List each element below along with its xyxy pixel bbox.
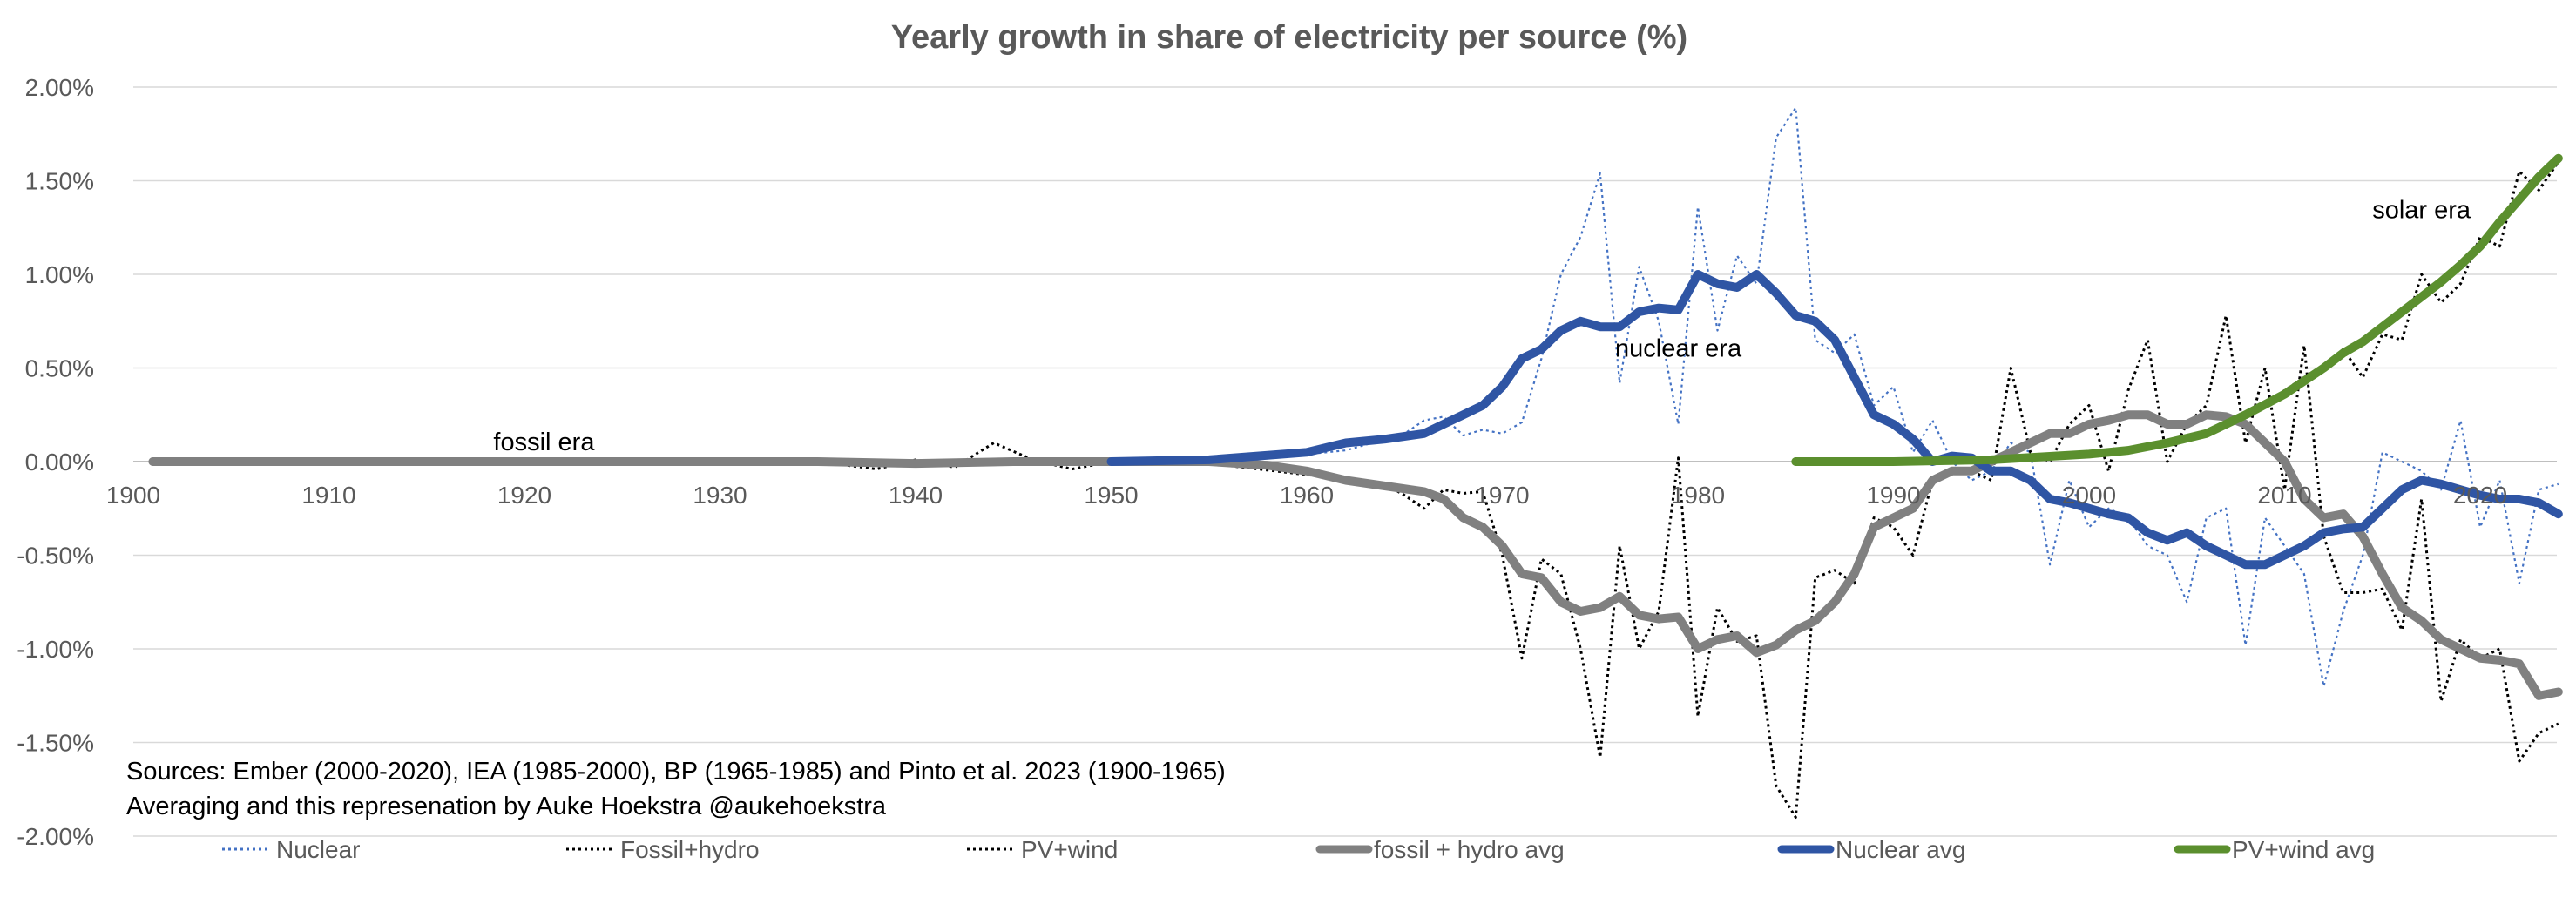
y-tick-label: 1.00% [25,261,94,288]
x-tick-label: 1970 [1475,482,1529,509]
legend-label: Fossil+hydro [620,836,760,863]
x-tick-label: 1920 [497,482,551,509]
x-tick-label: 1900 [106,482,160,509]
x-tick-label: 1950 [1084,482,1138,509]
series-lines [148,106,2563,819]
annotation-label: nuclear era [1615,335,1742,363]
x-tick-label: 1930 [693,482,747,509]
series-line-nuclear [1208,106,2559,688]
legend-label: fossil + hydro avg [1374,836,1565,863]
annotation-label: fossil era [493,429,595,456]
y-tick-label: -0.50% [17,543,94,570]
legend: Nuclear Fossil+hydro PV+wind fossil + hydro… [222,836,2375,863]
legend-label: PV+wind [1021,836,1118,863]
x-tick-label: 1980 [1671,482,1725,509]
x-tick-label: 1940 [889,482,943,509]
x-tick-label: 2020 [2453,482,2507,509]
y-tick-label: 0.50% [25,355,94,382]
x-tick-label: 1960 [1280,482,1334,509]
gridlines [133,86,2557,837]
series-line-pv-wind-avg [1791,153,2563,466]
annotation-label: solar era [2372,197,2471,225]
source-note-2: Averaging and this represenation by Auke… [126,793,887,820]
annotations: fossil era nuclear era solar era [493,197,2471,457]
y-tick-label: 1.50% [25,168,94,195]
x-tick-label: 1910 [301,482,355,509]
x-tick-label: 1990 [1866,482,1920,509]
y-tick-label: 2.00% [25,74,94,101]
legend-label: Nuclear avg [1836,836,1965,863]
x-tick-label: 2000 [2062,482,2116,509]
y-tick-label: -2.00% [17,823,94,850]
legend-label: PV+wind avg [2232,836,2375,863]
x-tick-label: 2010 [2257,482,2311,509]
series-line-fossil-hydro [152,314,2559,819]
y-axis-ticks: -2.00% -1.50% -1.00% -0.50% 0.00% 0.50% 1.00% 1… [17,74,94,850]
x-axis-ticks: 1900 1910 1920 1930 1940 1950 1960 1970 1980 1990… [106,482,2507,509]
legend-label: Nuclear [276,836,360,863]
chart-title: Yearly growth in share of electricity pe… [891,19,1687,56]
source-note-1: Sources: Ember (2000-2020), IEA (1985-20… [126,758,1226,786]
y-tick-label: 0.00% [25,449,94,476]
y-tick-label: -1.00% [17,636,94,663]
y-tick-label: -1.50% [17,730,94,757]
series-line-fossil-hydro-avg [148,410,2563,700]
